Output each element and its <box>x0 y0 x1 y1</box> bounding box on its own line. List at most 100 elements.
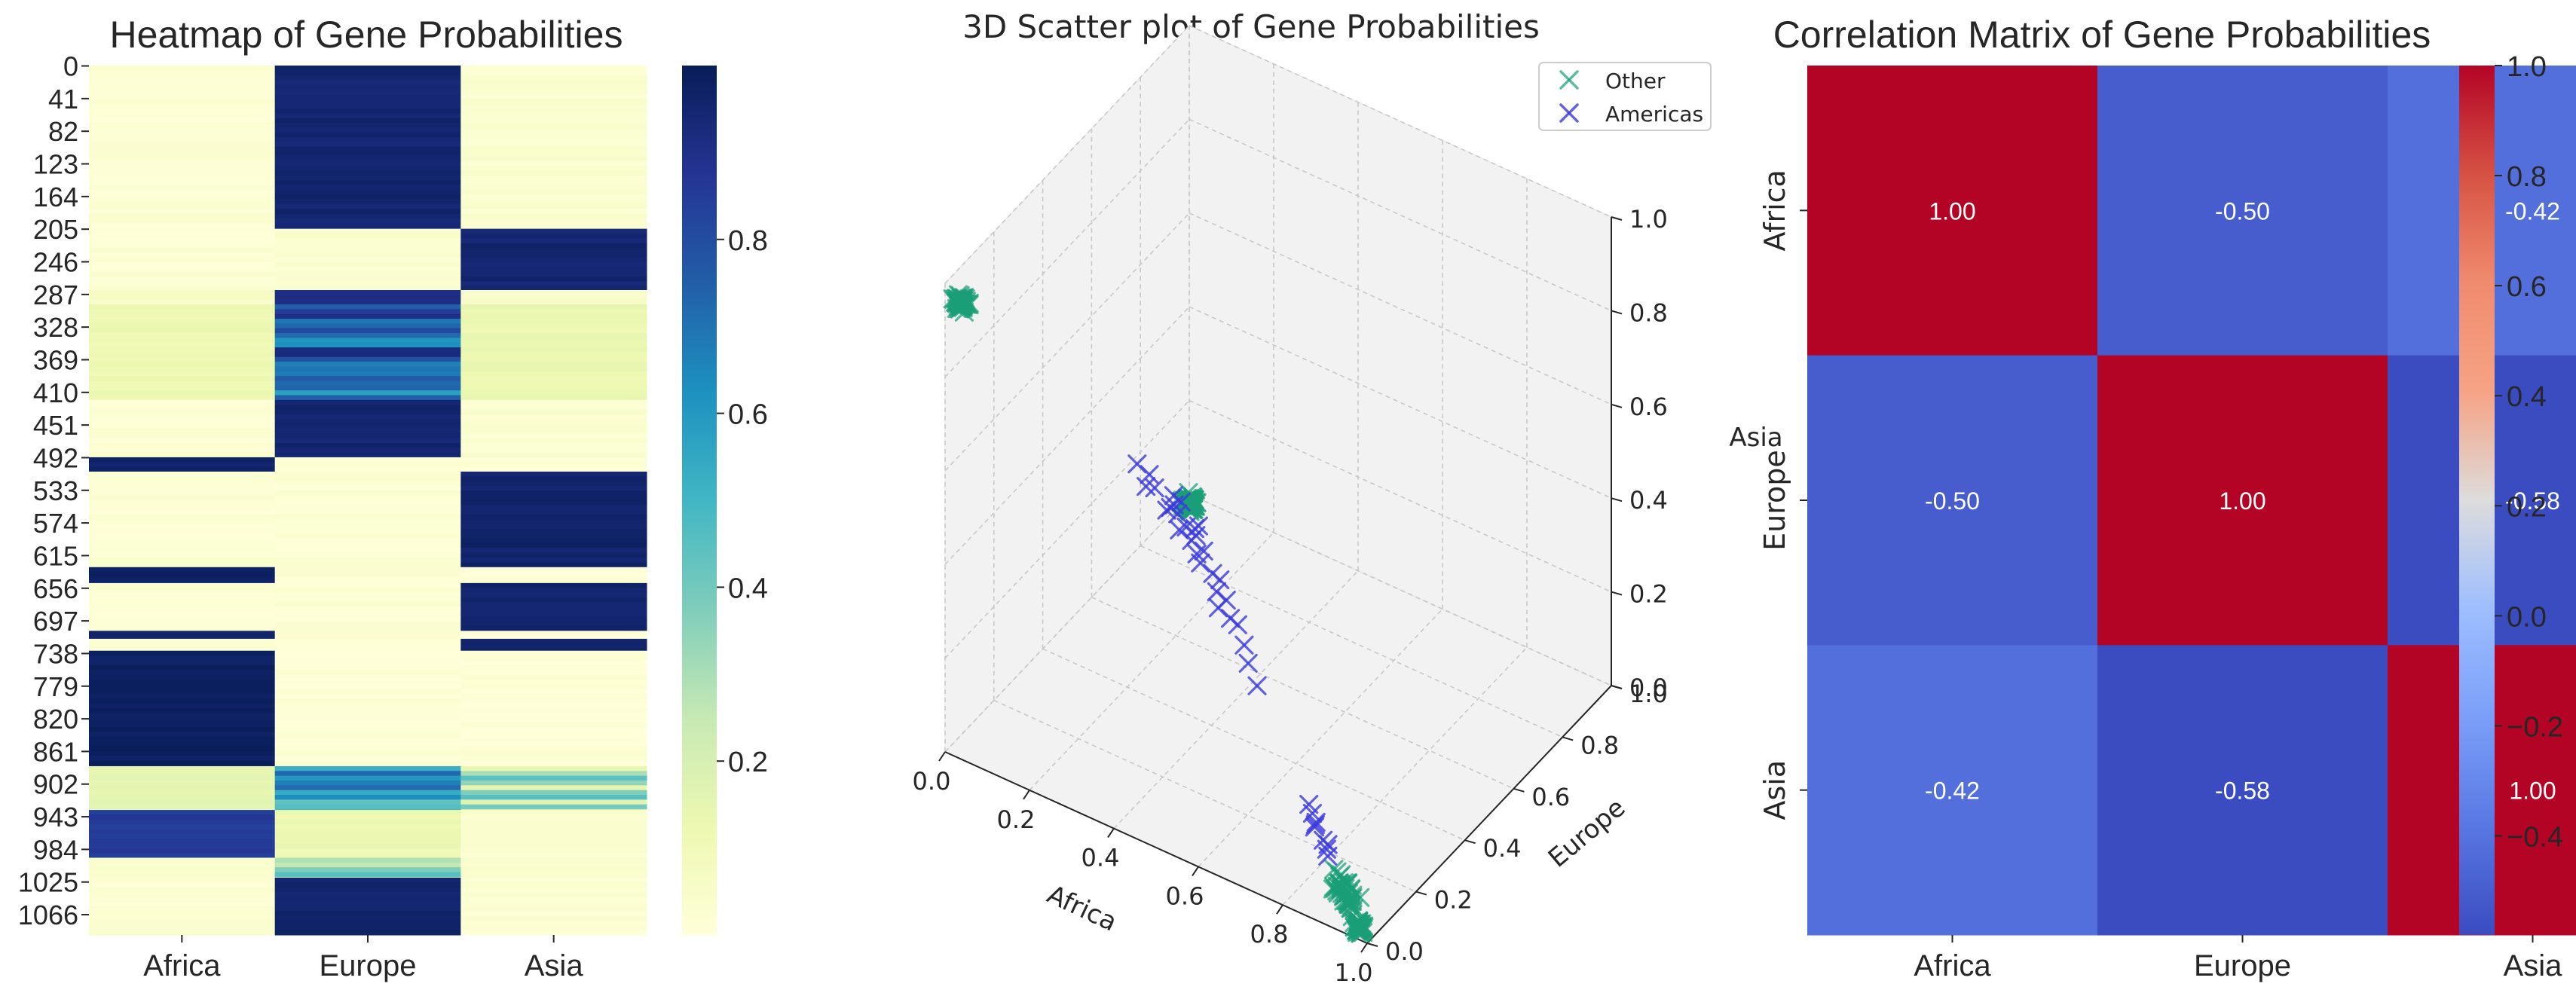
gene-heatmap-cell <box>274 771 461 777</box>
gene-heatmap-cell <box>274 137 461 142</box>
gene-heatmap-cell <box>89 471 276 477</box>
gene-heatmap-cell <box>460 376 647 381</box>
gene-heatmap-cell <box>274 750 461 756</box>
gene-heatmap-cell <box>274 891 461 897</box>
gene-heatmap-cell <box>460 538 647 544</box>
gene-heatmap-cell <box>460 814 647 820</box>
correlation-cell <box>2097 355 2388 646</box>
scatter-3d-y-tick-label: 1.0 <box>1629 680 1668 708</box>
gene-heatmap-cell <box>274 466 461 472</box>
gene-heatmap-cell <box>274 533 461 539</box>
gene-heatmap-cell <box>460 581 647 584</box>
gene-heatmap-cell <box>460 877 647 883</box>
gene-heatmap-cell <box>274 428 461 434</box>
gene-heatmap-cell <box>460 500 647 506</box>
gene-heatmap-cell <box>274 438 461 444</box>
gene-heatmap-cell <box>460 142 647 148</box>
correlation-colorbar-ticks: −0.4 −0.2 0.0 0.2 0.4 0.6 0.8 1.0 <box>2495 51 2563 854</box>
gene-heatmap-cell <box>460 684 647 689</box>
gene-heatmap-cell <box>89 347 276 353</box>
gene-heatmap-cell <box>274 795 461 800</box>
gene-heatmap-cell <box>274 376 461 381</box>
gene-heatmap-colorbar-tick-label: 0.2 <box>728 747 768 778</box>
gene-heatmap-cell <box>89 877 276 883</box>
gene-heatmap-cell <box>274 775 461 781</box>
gene-heatmap-cell <box>274 385 461 391</box>
correlation-panel: Correlation Matrix of Gene Probabilities… <box>1758 14 2576 982</box>
gene-heatmap-cell <box>89 848 276 854</box>
gene-heatmap-cell <box>274 423 461 429</box>
gene-heatmap-cell <box>274 257 461 263</box>
gene-heatmap-cell <box>274 243 461 249</box>
gene-heatmap-cell <box>89 833 276 839</box>
correlation-colorbar-tick-label: −0.2 <box>2507 711 2563 743</box>
gene-heatmap-cell <box>460 543 647 548</box>
gene-heatmap-cell <box>89 538 276 544</box>
gene-heatmap-cell <box>274 804 461 810</box>
scatter-point-other <box>953 291 973 311</box>
scatter-point-americas <box>1305 814 1325 835</box>
gene-heatmap-cell <box>460 771 647 777</box>
gene-heatmap-cell <box>460 606 647 613</box>
gene-heatmap-cell <box>460 323 647 329</box>
gene-heatmap-cell <box>89 103 276 109</box>
gene-heatmap-cell <box>274 228 461 234</box>
correlation-colorbar: −0.4 −0.2 0.0 0.2 0.4 0.6 0.8 1.0 <box>2459 51 2563 935</box>
gene-heatmap-cell <box>460 515 647 520</box>
gene-heatmap-cell <box>460 867 647 873</box>
gene-heatmap-cell <box>460 267 647 273</box>
gene-heatmap-cell <box>460 199 647 205</box>
gene-heatmap-cell <box>89 113 276 119</box>
gene-heatmap-cell <box>460 333 647 338</box>
gene-heatmap-cell <box>89 592 276 598</box>
gene-heatmap-cell <box>274 611 461 617</box>
gene-heatmap-cell <box>460 576 647 582</box>
gene-heatmap-cell <box>460 276 647 282</box>
scatter-3d-z-tick <box>1611 216 1623 221</box>
gene-heatmap-cell <box>274 765 461 771</box>
gene-heatmap-cell <box>460 930 647 936</box>
gene-heatmap-cell <box>274 127 461 133</box>
gene-heatmap-cell <box>274 313 461 319</box>
gene-heatmap-cell <box>274 877 461 883</box>
gene-heatmap-cell <box>89 732 276 738</box>
gene-heatmap-cell <box>89 466 276 472</box>
gene-heatmap-cell <box>274 118 461 124</box>
scatter-point-americas <box>1127 454 1147 474</box>
gene-heatmap-row-tick-label: 369 <box>33 344 78 375</box>
gene-heatmap-cell <box>89 771 276 777</box>
gene-heatmap-cell <box>460 862 647 868</box>
gene-heatmap-cell <box>89 385 276 391</box>
gene-heatmap-cell <box>460 887 647 893</box>
scatter-3d-z-tick-label: 0.0 <box>1629 674 1668 702</box>
gene-heatmap-cell <box>89 887 276 893</box>
gene-heatmap-cell <box>274 448 461 454</box>
gene-heatmap-cell <box>89 529 276 534</box>
gene-heatmap-cell <box>274 462 461 468</box>
scatter-point-americas <box>1238 653 1258 674</box>
scatter-3d-grid-line <box>1189 118 1612 312</box>
gene-heatmap-row-tick-label: 615 <box>33 540 78 571</box>
gene-heatmap-cell <box>89 75 276 81</box>
gene-heatmap-cell <box>89 713 276 718</box>
gene-heatmap-cell <box>89 290 276 295</box>
gene-heatmap-cell <box>274 833 461 839</box>
gene-heatmap-cell <box>89 209 276 215</box>
gene-heatmap-cell <box>274 736 461 742</box>
gene-heatmap-cell <box>460 262 647 267</box>
gene-heatmap-cell <box>89 543 276 548</box>
gene-heatmap-cell <box>274 166 461 171</box>
gene-heatmap-cell <box>274 170 461 176</box>
gene-heatmap-cell <box>460 485 647 491</box>
gene-heatmap-cell <box>89 606 276 613</box>
gene-heatmap-cell <box>460 448 647 454</box>
gene-heatmap-cell <box>274 84 461 90</box>
gene-heatmap-cell <box>89 94 276 99</box>
gene-heatmap-cell <box>89 228 276 234</box>
gene-heatmap-cell <box>89 342 276 348</box>
gene-heatmap-cell <box>89 203 276 209</box>
scatter-3d-z-tick <box>1611 310 1623 315</box>
gene-heatmap-cell <box>274 286 461 291</box>
gene-heatmap-cell <box>274 94 461 99</box>
gene-heatmap-cell <box>460 911 647 917</box>
